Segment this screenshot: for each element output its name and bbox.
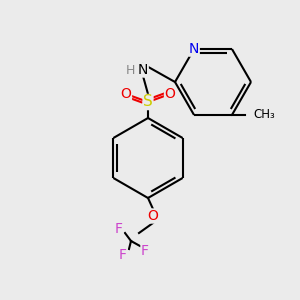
Text: S: S <box>143 94 153 110</box>
Text: O: O <box>165 87 176 101</box>
Text: CH₃: CH₃ <box>253 108 275 122</box>
Text: F: F <box>141 244 149 258</box>
Text: F: F <box>115 222 123 236</box>
Text: O: O <box>121 87 131 101</box>
Text: F: F <box>119 248 127 262</box>
Text: N: N <box>138 63 148 77</box>
Text: N: N <box>189 42 199 56</box>
Text: H: H <box>125 64 135 76</box>
Text: O: O <box>148 209 158 223</box>
